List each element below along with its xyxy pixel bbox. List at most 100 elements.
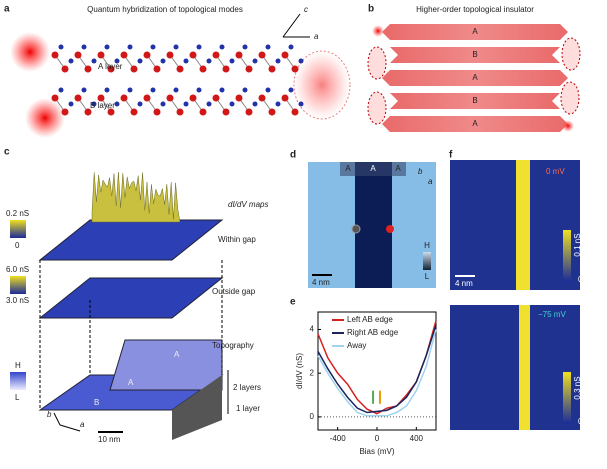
atom [114, 58, 120, 64]
tip-position [351, 224, 361, 234]
corner-mode [560, 81, 580, 115]
terrace-side [172, 375, 222, 440]
y-tick-label: 0 [310, 412, 315, 421]
map-edge [519, 305, 530, 430]
atom [268, 108, 276, 116]
map-edge [516, 160, 530, 290]
caption: dI/dV maps [228, 200, 268, 209]
layer-stripe [382, 70, 568, 86]
atom [291, 65, 299, 73]
y-axis-label: dI/dV (nS) [295, 353, 304, 389]
map-image [450, 160, 580, 290]
terrace-label: A [174, 350, 180, 359]
atom [130, 108, 138, 116]
atom [268, 65, 276, 73]
atom [281, 94, 289, 102]
x-axis-label: Bias (mV) [359, 447, 394, 456]
colorbar [10, 220, 26, 238]
cb-label: L [425, 272, 430, 281]
atom [160, 58, 166, 64]
legend-label: Left AB edge [347, 315, 393, 324]
axis-arrow [59, 424, 81, 432]
scale-label: 4 nm [312, 278, 330, 287]
terrace-label: B [94, 398, 99, 407]
atom [288, 44, 294, 50]
stm-image-trench [355, 162, 392, 288]
atom [153, 108, 161, 116]
atom [74, 94, 82, 102]
atom [222, 108, 230, 116]
layer-label: A [472, 27, 478, 36]
atom [153, 65, 161, 73]
surfaces [38, 171, 224, 440]
atom [120, 94, 128, 102]
caption: Within gap [218, 235, 256, 244]
region-label: A [395, 164, 401, 173]
layer-label: B [472, 96, 477, 105]
atom [235, 94, 243, 102]
cb-label: 0.1 nS [573, 233, 582, 256]
panel-label: c [4, 147, 10, 158]
atom [114, 101, 120, 107]
atom [104, 87, 110, 93]
atom [143, 51, 151, 59]
layer-stripe [382, 116, 568, 132]
atom [222, 65, 230, 73]
atom [51, 94, 59, 102]
atom [160, 101, 166, 107]
atom [61, 108, 69, 116]
y-tick-label: 2 [310, 368, 315, 377]
layer-stripe [390, 47, 560, 63]
cb-label: 3.0 nS [6, 296, 29, 305]
atom [183, 58, 189, 64]
atom [206, 101, 212, 107]
axis-arrow [53, 412, 61, 426]
panel-title: Quantum hybridization of topological mod… [87, 5, 243, 14]
axis-label: c [304, 5, 308, 14]
atom [219, 44, 225, 50]
cb-label: H [424, 241, 430, 250]
bias-label: −75 mV [538, 310, 566, 319]
atom [229, 58, 235, 64]
atom [189, 94, 197, 102]
atom [58, 44, 64, 50]
cb-label: 0 [15, 241, 20, 250]
surface [38, 277, 224, 319]
atom [91, 101, 97, 107]
axis-label: a [428, 177, 433, 186]
atom [173, 87, 179, 93]
atom [166, 51, 174, 59]
atom [281, 51, 289, 59]
axis-label: a [80, 420, 85, 429]
scale-label: 10 nm [98, 435, 121, 444]
atom [104, 44, 110, 50]
tip-position [386, 225, 394, 233]
atom [81, 87, 87, 93]
panel-label: f [449, 150, 453, 161]
atom [288, 87, 294, 93]
atom [291, 108, 299, 116]
cb-label: 0.3 nS [573, 376, 582, 399]
atom [235, 51, 243, 59]
layer-label: B layer [90, 101, 115, 110]
legend-label: Away [347, 341, 366, 350]
atom [245, 65, 253, 73]
atom [137, 101, 143, 107]
colorbar [423, 252, 431, 270]
region-label: A [370, 164, 376, 173]
annotation: 1 layer [236, 404, 260, 413]
atom [74, 51, 82, 59]
atom [143, 94, 151, 102]
layer-stripe [390, 93, 560, 109]
panel-label: e [290, 297, 296, 308]
atom [91, 58, 97, 64]
series-line [317, 324, 437, 414]
atom [196, 87, 202, 93]
atom [183, 101, 189, 107]
atom [242, 44, 248, 50]
x-tick-label: 400 [410, 434, 424, 443]
annotation: 2 layers [233, 383, 261, 392]
spikes [91, 171, 181, 223]
atom [245, 108, 253, 116]
